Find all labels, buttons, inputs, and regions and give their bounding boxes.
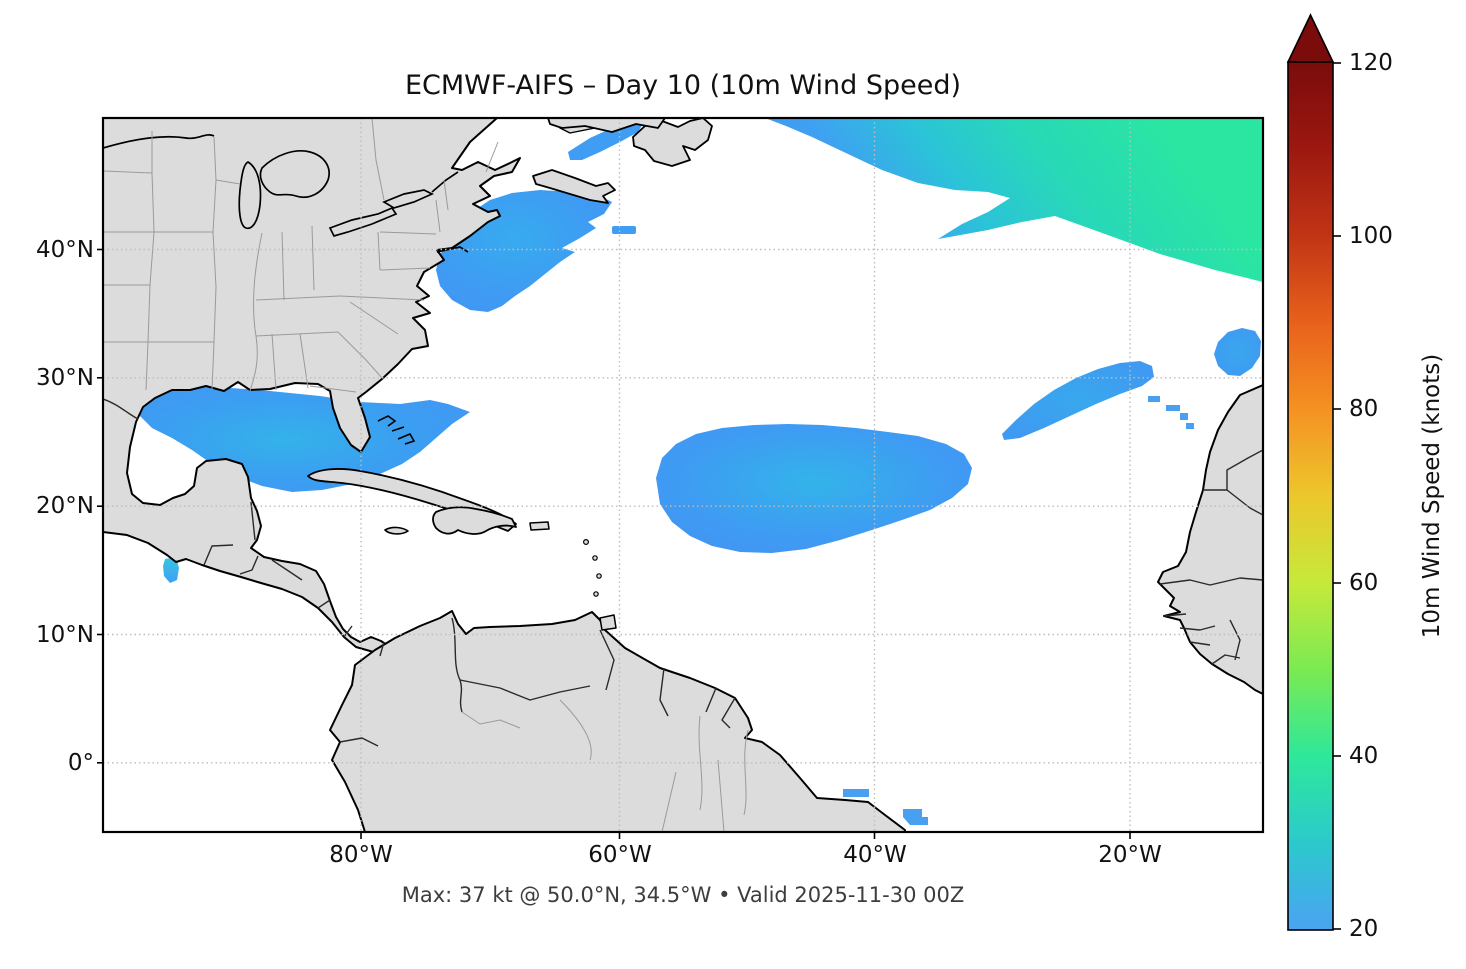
patch-north-atlantic-storm xyxy=(765,118,1263,282)
patch-central-atlantic xyxy=(656,424,972,553)
land-south-america xyxy=(329,610,906,832)
patch-gulf-st-lawrence xyxy=(568,120,645,160)
land-jamaica xyxy=(384,526,409,535)
patch-tehuantepec xyxy=(163,557,179,583)
state-borders xyxy=(103,118,749,832)
land-masses xyxy=(103,118,1263,832)
land-quebec-north-shore xyxy=(547,118,666,133)
cbar-tick-80: 80 xyxy=(1349,396,1379,422)
colorbar xyxy=(1286,13,1341,931)
cbar-tick-100: 100 xyxy=(1349,223,1393,249)
patch-near-madeira xyxy=(1214,328,1261,376)
x-tick-40w: 40°W xyxy=(843,842,907,868)
land-trinidad xyxy=(599,614,617,631)
x-tick-60w: 60°W xyxy=(588,842,652,868)
land-puerto-rico xyxy=(529,521,550,531)
patch-ne-of-canaries xyxy=(1002,361,1154,440)
y-tick-40n: 40°N xyxy=(36,237,94,263)
colorbar-extend-arrow xyxy=(1286,13,1335,63)
cbar-tick-40: 40 xyxy=(1349,743,1379,769)
colorbar-gradient-bar xyxy=(1287,61,1334,931)
bahamas-outlines xyxy=(377,415,416,445)
chart-title: ECMWF-AIFS – Day 10 (10m Wind Speed) xyxy=(404,70,962,101)
land-hispaniola xyxy=(432,506,517,535)
y-tick-10n: 10°N xyxy=(36,622,94,648)
axes-frame xyxy=(101,116,1265,834)
cbar-tick-20: 20 xyxy=(1349,916,1379,942)
y-tick-30n: 30°N xyxy=(36,365,94,391)
patch-brazil-coast xyxy=(843,789,928,825)
lesser-antilles-islets xyxy=(582,538,602,597)
x-tick-20w: 20°W xyxy=(1098,842,1162,868)
patch-canary-dashes xyxy=(1148,396,1194,429)
y-tick-20n: 20°N xyxy=(36,493,94,519)
land-cuba xyxy=(307,468,517,532)
colorbar-axis-label: 10m Wind Speed (knots) xyxy=(1419,353,1445,639)
land-africa xyxy=(1157,384,1263,695)
colorbar-tick-marks xyxy=(1333,62,1341,930)
land-newfoundland xyxy=(632,118,713,167)
cbar-tick-120: 120 xyxy=(1349,50,1393,76)
axis-tick-marks xyxy=(97,248,1131,839)
cbar-tick-60: 60 xyxy=(1349,570,1379,596)
patch-northeast-dash xyxy=(612,226,636,234)
max-value-annotation: Max: 37 kt @ 50.0°N, 34.5°W • Valid 2025… xyxy=(401,883,965,907)
gridlines xyxy=(103,118,1263,832)
country-borders xyxy=(103,398,1263,747)
land-nova-scotia xyxy=(532,169,616,204)
x-tick-80w: 80°W xyxy=(329,842,393,868)
y-tick-0: 0° xyxy=(67,750,94,776)
